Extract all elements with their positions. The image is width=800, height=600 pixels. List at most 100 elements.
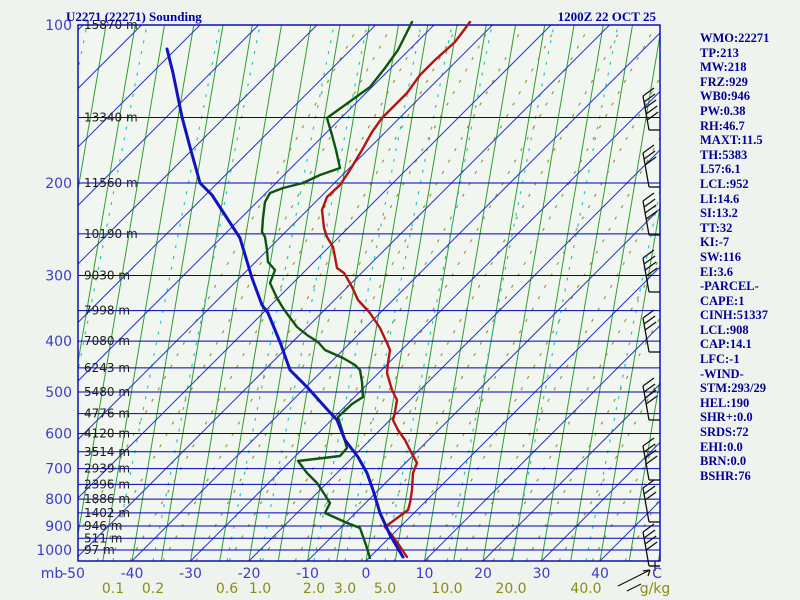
- stats-line: SHR+:0.0: [700, 410, 753, 425]
- mixing-tick-label: 0.6: [216, 581, 238, 597]
- stats-line: -WIND-: [700, 366, 744, 381]
- height-label: 6243 m: [84, 361, 130, 375]
- temp-tick-label: 40: [591, 566, 609, 582]
- moist-adiabat-line: [790, 25, 800, 561]
- dry-adiabat-line: [628, 376, 660, 561]
- dry-adiabat-line: [190, 25, 282, 561]
- pressure-tick-label: 800: [45, 492, 72, 508]
- dry-adiabat-line: [131, 25, 224, 561]
- isotherm-line: [307, 207, 660, 561]
- stats-line: CAPE:1: [700, 293, 745, 308]
- stats-line: CAP:14.1: [700, 337, 752, 352]
- temp-tick-label: -10: [296, 566, 319, 582]
- wind-barb: [642, 377, 660, 421]
- stats-line: WB0:946: [700, 89, 750, 104]
- stats-line: FRZ:929: [700, 74, 748, 89]
- dry-adiabat-line: [394, 25, 487, 561]
- temp-unit-label: C: [652, 566, 662, 582]
- stats-line: CINH:51337: [700, 308, 769, 323]
- dry-adiabat-line: [78, 25, 107, 193]
- stats-line: EHI:0.0: [700, 439, 743, 454]
- mixing-tick-label: 0.2: [142, 581, 164, 597]
- temp-tick-label: 10: [416, 566, 434, 582]
- isotherm-line: [78, 25, 84, 31]
- isotherm-line: [365, 266, 660, 561]
- dry-adiabat-line: [453, 25, 546, 561]
- plot-area: [78, 25, 660, 561]
- pressure-tick-label: 400: [45, 334, 72, 350]
- dry-adiabat-line: [160, 25, 253, 561]
- stats-line: -PARCEL-: [700, 279, 759, 294]
- stats-line: LFC:-1: [700, 352, 740, 367]
- dry-adiabat-line: [78, 25, 136, 366]
- isotherm-line: [78, 25, 552, 499]
- dry-adiabat-line: [78, 25, 165, 538]
- chart-title: U2271 (22271) Sounding: [66, 9, 202, 24]
- mixing-ratio-line: [78, 25, 88, 74]
- stats-line: LCL:908: [700, 322, 749, 337]
- wind-barb: [642, 87, 660, 131]
- isotherm-line: [424, 324, 660, 561]
- height-label: 2939 m: [84, 462, 130, 476]
- moist-adiabat-line: [195, 25, 492, 561]
- isotherm-line: [78, 25, 376, 324]
- plot-frame: [77, 24, 661, 562]
- height-label: 1402 m: [84, 506, 130, 520]
- moist-adiabat-line: [327, 25, 624, 561]
- stats-line: L57:6.1: [700, 162, 741, 177]
- mixing-unit-label: g/kg: [640, 581, 671, 597]
- wind-barb: [642, 437, 660, 481]
- height-label: 10190 m: [84, 227, 138, 241]
- pressure-tick-label: 300: [45, 268, 72, 284]
- isotherm-line: [541, 441, 660, 561]
- dry-adiabat-line: [219, 25, 312, 561]
- stats-line: LCL:952: [700, 176, 749, 191]
- stats-line: SW:116: [700, 249, 741, 264]
- mixing-tick-label: 1.0: [249, 581, 271, 597]
- stats-line: HEL:190: [700, 395, 750, 410]
- isotherm-line: [78, 25, 259, 207]
- mixing-tick-label: 3.0: [334, 581, 356, 597]
- stats-line: KI:-7: [700, 235, 730, 250]
- stats-line: EI:3.6: [700, 264, 733, 279]
- parcel-curve: [165, 47, 405, 559]
- moist-adiabat-line: [360, 25, 657, 561]
- stats-line: WMO:22271: [700, 31, 770, 45]
- stats-line: RH:46.7: [700, 118, 745, 133]
- mixing-tick-label: 10.0: [431, 581, 462, 597]
- dry-adiabat-line: [248, 25, 341, 561]
- temp-tick-label: -20: [238, 566, 261, 582]
- pressure-tick-label: 100: [45, 18, 72, 34]
- dewpoint-curve: [260, 20, 414, 560]
- temp-tick-label: -30: [179, 566, 202, 582]
- temp-tick-label: 30: [533, 566, 551, 582]
- moist-adiabat-line: [78, 25, 360, 537]
- stats-line: MAXT:11.5: [700, 133, 763, 148]
- mixing-tick-label: 5.0: [374, 581, 396, 597]
- isotherm-line: [482, 383, 660, 561]
- height-label: 13340 m: [84, 110, 138, 124]
- wind-barb: [642, 144, 660, 188]
- stats-line: TP:213: [700, 45, 739, 60]
- temperature-curve: [320, 20, 472, 559]
- stats-panel: WMO:22271 TP:213 MW:218 FRZ:929 WB0:946 PW:0.…: [700, 31, 769, 483]
- height-label: 2396 m: [84, 477, 130, 491]
- corner-plus-mark: [650, 561, 660, 571]
- dry-adiabat-line: [307, 25, 399, 561]
- moist-adiabat-line: [162, 25, 459, 561]
- isotherm-line: [78, 25, 493, 441]
- pressure-tick-label: 200: [45, 176, 72, 192]
- moist-adiabat-line: [294, 25, 591, 561]
- height-label: 511 m: [84, 531, 122, 545]
- dry-adiabat-line: [336, 25, 429, 561]
- height-label: 5480 m: [84, 385, 130, 399]
- stats-line: LI:14.6: [700, 191, 740, 206]
- stats-line: MW:218: [700, 60, 747, 75]
- pressure-tick-label: 1000: [36, 543, 72, 559]
- stats-line: BSHR:76: [700, 468, 751, 483]
- height-label: 4776 m: [84, 407, 130, 421]
- wind-barb: [642, 479, 660, 523]
- pressure-tick-label: 900: [45, 519, 72, 535]
- height-label: 15870 m: [84, 18, 138, 32]
